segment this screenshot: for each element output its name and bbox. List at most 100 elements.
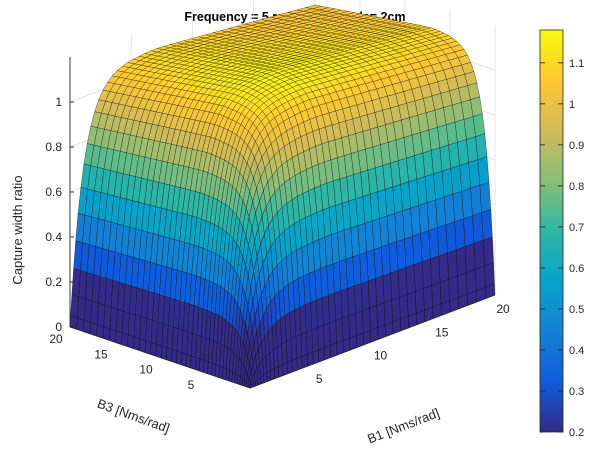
surface-patch [430, 255, 441, 286]
surface-patch [185, 354, 192, 369]
surface-patch [354, 283, 363, 314]
surface-patch [421, 258, 432, 289]
surface-patch [423, 285, 433, 311]
surface-patch [207, 361, 213, 376]
surface-patch [391, 297, 401, 323]
colorbar-tick-label: 0.8 [569, 181, 584, 193]
surface-patch [348, 313, 357, 339]
surface-patch [376, 302, 386, 328]
surface-patch [413, 261, 424, 292]
surface-patch [407, 291, 417, 317]
y-tick-label: 5 [188, 378, 195, 392]
colorbar: 0.2 0.3 0.4 0.5 0.6 0.7 0.8 0.9 1 1.1 [539, 29, 584, 439]
surface-patch [199, 358, 205, 373]
surface-patch [329, 320, 337, 346]
colorbar-tick-label: 1 [569, 99, 575, 111]
surface-patch [341, 315, 350, 341]
y-tick-label: 20 [49, 332, 63, 346]
z-tick-label: 0.8 [45, 140, 62, 154]
surface-patch [181, 352, 187, 367]
z-tick-labels: 0 0.2 0.4 0.6 0.8 1 [45, 95, 62, 334]
surface-patch [472, 212, 484, 244]
surface-patch [445, 221, 457, 254]
y-tick-labels: 5 10 15 20 [49, 332, 194, 392]
surface-mesh [69, 4, 496, 389]
colorbar-tick-label: 0.5 [569, 304, 584, 316]
axes [69, 57, 496, 389]
surface-patch [278, 364, 284, 378]
y-tick-label: 15 [94, 347, 108, 361]
colorbar-tick-label: 0.3 [569, 386, 584, 398]
surface-patch [382, 272, 392, 304]
surface-patch [415, 288, 425, 314]
surface-patch [166, 347, 173, 362]
surface-patch [171, 349, 178, 364]
z-tick-label: 1 [55, 95, 62, 109]
surface-patch [155, 344, 163, 359]
surface-patch [482, 236, 494, 267]
surface-patch [466, 269, 477, 295]
x-tick-label: 10 [374, 349, 388, 363]
surface-patch [150, 342, 157, 357]
surface-patch [439, 279, 450, 305]
x-tick-label: 5 [316, 372, 323, 386]
surface-patch [447, 249, 458, 280]
surface-patch [464, 243, 476, 274]
surface-patch [176, 350, 183, 365]
surface-patch [431, 282, 442, 308]
surface-patch [311, 327, 319, 353]
z-tick-label: 0.6 [45, 185, 62, 199]
y-axis-label: B3 [Nms/rad] [95, 396, 171, 436]
surface-patch [397, 267, 408, 298]
colorbar-tick-label: 0.2 [569, 427, 584, 439]
surface-patch [203, 360, 209, 374]
surface-patch [368, 278, 377, 309]
colorbar-tick-label: 0.6 [569, 263, 584, 275]
surface-patch [355, 310, 364, 336]
surface-patch [335, 318, 344, 344]
surface-patch [438, 252, 449, 283]
surface-patch [481, 209, 493, 241]
surface-patch [362, 307, 371, 334]
x-axis-label: B1 [Nms/rad] [365, 405, 441, 446]
surface-patch [375, 275, 385, 306]
surface-patch [475, 265, 486, 292]
surface-patch [463, 215, 475, 247]
y-axis-line [69, 326, 251, 389]
surface-patch [455, 246, 467, 277]
surface-patch [437, 224, 448, 257]
colorbar-gradient [539, 29, 564, 433]
colorbar-tick-label: 1.1 [569, 58, 584, 70]
x-tick-label: 20 [496, 302, 510, 316]
x-axis-line [249, 294, 496, 389]
surface-patch [369, 305, 378, 331]
x-tick-label: 15 [435, 325, 449, 339]
z-axis-label: Capture width ratio [10, 175, 25, 284]
z-tick-label: 0.2 [45, 275, 62, 289]
surface-patch [454, 218, 466, 251]
surface-patch [412, 233, 423, 266]
colorbar-ticks [540, 62, 563, 433]
surface-patch [405, 264, 416, 295]
surface-patch [448, 275, 459, 302]
surface-patch [390, 270, 400, 301]
surface-patch [484, 262, 495, 288]
z-tick-label: 0.4 [45, 230, 62, 244]
surface-patch [323, 322, 331, 349]
surface-patch [473, 240, 485, 270]
surface-patch [274, 366, 279, 379]
colorbar-tick-label: 0.9 [569, 140, 584, 152]
surface-patch [457, 272, 468, 298]
surface-patch [194, 357, 201, 372]
z-tick-label: 0 [55, 320, 62, 334]
surface-patch [306, 329, 313, 355]
surface-patch [317, 325, 325, 351]
colorbar-tick-label: 0.4 [569, 345, 584, 357]
y-tick-label: 10 [139, 363, 153, 377]
surface-patch [190, 355, 196, 370]
surface-patch [161, 345, 168, 360]
colorbar-tick-label: 0.7 [569, 222, 584, 234]
surface-patch [399, 294, 409, 320]
surface-patch [383, 299, 393, 326]
